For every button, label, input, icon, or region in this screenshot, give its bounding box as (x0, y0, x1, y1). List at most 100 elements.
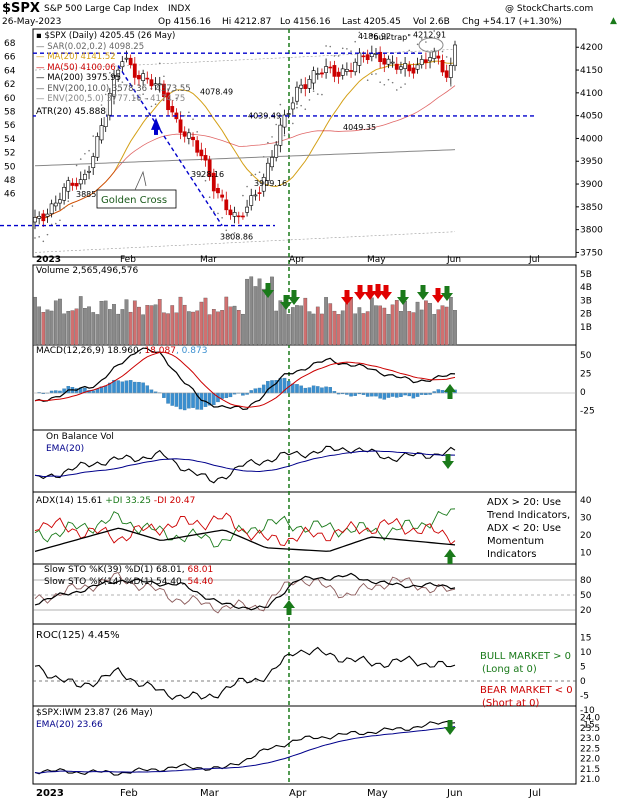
volume-green-arrow-icon-head (280, 302, 292, 310)
sar-dot (425, 41, 427, 43)
sar-dot (188, 111, 190, 114)
obv-green-arrow-icon-head (442, 461, 454, 469)
volume-axis-tick: 3B (580, 296, 592, 306)
sar-dot (275, 123, 277, 126)
obv-green-arrow-icon-stem (445, 454, 451, 461)
price-legend-item: — ENV(200,5.0) 3777.16 - 4174.75 (36, 94, 186, 104)
macd-hist-bar (182, 392, 187, 411)
sar-dot (316, 93, 319, 95)
macd-hist-bar (166, 392, 170, 404)
sar-dot (242, 194, 244, 197)
sar-dot (208, 196, 211, 198)
ratio-green-arrow-icon-stem (447, 720, 453, 727)
right-axis-tick: 3900 (580, 180, 603, 190)
macd-hist-bar (174, 392, 179, 407)
candle-body (307, 79, 312, 89)
candle-body (257, 192, 262, 194)
macd-hist-bar (440, 390, 445, 394)
sar-dot (179, 111, 182, 113)
macd-hist-bar (311, 385, 316, 394)
ratio-axis-tick: 21.0 (580, 775, 600, 785)
adx-axis-tick: 40 (580, 496, 592, 506)
volume-bar (311, 313, 316, 346)
adx-note-line: Momentum (487, 536, 544, 547)
volume-red-arrow-icon-head (432, 295, 444, 303)
candle-body (141, 73, 146, 81)
sar-dot (262, 156, 265, 158)
roc-axis-tick: 10 (580, 648, 592, 658)
volume-red-arrow-icon-stem (375, 284, 381, 291)
macd-green-arrow-icon-stem (447, 392, 453, 399)
candle-body (95, 136, 100, 158)
macd-hist-bar (415, 392, 420, 397)
candle-body (199, 149, 204, 157)
candle-body (116, 69, 121, 78)
candle-body (91, 156, 96, 169)
candle-body (87, 170, 91, 173)
candle-body (66, 180, 71, 192)
volume-green-arrow-icon-head (417, 292, 429, 300)
price-legend: ▪ $SPX (Daily) 4205.45 (26 May) — SAR(0.0… (36, 31, 191, 105)
macd-axis-tick: -25 (580, 407, 595, 417)
sar-dot (109, 72, 111, 74)
adx-axis-tick: 10 (580, 549, 592, 559)
left-axis-tick: 54 (4, 135, 16, 145)
candle-body (249, 195, 254, 206)
sar-dot (150, 105, 153, 108)
macd-signal-value: 18.087 (144, 346, 176, 356)
sar-dot (379, 81, 381, 84)
macd-hist-bar (120, 381, 125, 394)
macd-hist-bar (316, 386, 320, 394)
volume-bar (369, 297, 374, 346)
candle-body (78, 179, 83, 185)
candle-body (99, 125, 104, 141)
candle-body (45, 213, 50, 217)
candle-body (162, 83, 166, 98)
volume-bar (108, 309, 112, 346)
macd-hist-bar (228, 392, 233, 398)
candle-body (440, 59, 445, 73)
candle-body (448, 64, 453, 78)
candle-body (203, 155, 208, 161)
macd-label: MACD(12,26,9) 18.960, 18.087, 0.873 (36, 346, 207, 356)
candle-body (74, 183, 79, 187)
volume-green-arrow-icon-stem (400, 290, 406, 297)
macd-axis-tick: 25 (580, 370, 591, 380)
high-value: Hi 4212.87 (222, 17, 272, 27)
candle-body (195, 140, 200, 153)
macd-hist-bar (124, 380, 129, 394)
chart-exchange: INDX (168, 4, 191, 14)
bull-market-label: BULL MARKET > 0 (480, 651, 572, 662)
bear-market-label: BEAR MARKET < 0 (480, 685, 573, 696)
candle-body (216, 187, 220, 194)
right-axis-tick: 4200 (580, 43, 603, 53)
sar-dot (437, 36, 440, 39)
volume-bar (124, 299, 129, 346)
volume-bar (162, 312, 166, 346)
volume-bar (345, 303, 349, 346)
volume-bar (141, 314, 145, 346)
volume-bar (220, 310, 224, 346)
volume-bar (232, 305, 237, 346)
candle-body (299, 84, 304, 89)
volume-bar (328, 303, 333, 346)
ratio-line (34, 720, 456, 776)
sar-dot (300, 104, 302, 107)
candle-body (132, 63, 137, 78)
volume-bar (216, 311, 220, 346)
volume-bar (365, 311, 370, 346)
macd-hist-bar (374, 392, 378, 397)
macd-hist-bar (353, 392, 357, 396)
volume-green-arrow-icon-stem (291, 290, 297, 297)
volume-green-arrow-icon-head (262, 290, 274, 298)
volume-axis-tick: 4B (580, 283, 592, 293)
bottom-month-label: Apr (289, 788, 307, 799)
obv-ema-label: EMA(20) (46, 444, 85, 454)
ratio-axis-tick: 22.5 (580, 744, 600, 754)
volume-bar (195, 310, 200, 346)
macd-hist-bar (103, 385, 108, 394)
volume-bar (357, 307, 362, 346)
left-axis-tick: 56 (4, 121, 16, 131)
sar-dot (175, 97, 178, 100)
